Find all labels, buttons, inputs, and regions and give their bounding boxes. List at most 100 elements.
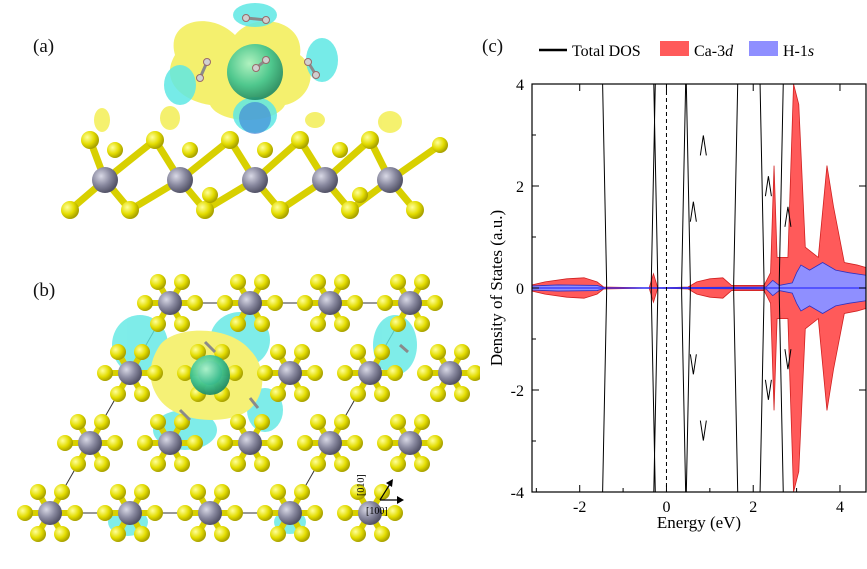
panel-label-c: (c) [482, 36, 504, 57]
sulfur-atom [254, 274, 270, 290]
metal-atom [318, 291, 342, 315]
x-tick-label: 2 [749, 499, 757, 516]
metal-atom [278, 501, 302, 525]
sulfur-atom [147, 505, 163, 521]
total-dos-line [759, 84, 765, 492]
sulfur-atom [217, 295, 233, 311]
sulfur-atom [174, 456, 190, 472]
sulfur-atom [347, 435, 363, 451]
metal-atom [398, 291, 422, 315]
y-tick-label: 4 [516, 77, 524, 94]
sulfur-atoms-side [61, 131, 448, 219]
direction-label-010: [010] [356, 474, 367, 496]
sulfur-atom [307, 505, 323, 521]
metal-atom [238, 431, 262, 455]
sulfur-atom [227, 505, 243, 521]
total-dos-peak [689, 201, 697, 375]
sulfur-atom [377, 435, 393, 451]
legend-label-h1s: H-1s [783, 43, 814, 60]
calcium-core [239, 102, 271, 134]
sulfur-atom [187, 435, 203, 451]
sulfur-atom [94, 414, 110, 430]
sulfur-atom [97, 505, 113, 521]
sulfur-atom [350, 484, 366, 500]
dos-chart: Total DOS Ca-3d H-1s -2 0 2 4 -4 -2 0 2 4 Energy… [487, 41, 867, 532]
sulfur-atom [390, 414, 406, 430]
metal-atom [158, 431, 182, 455]
y-tick-label: 2 [516, 179, 524, 196]
sulfur-atom [414, 414, 430, 430]
sulfur-atom [430, 386, 446, 402]
sulfur-atom [254, 316, 270, 332]
sulfur-atom [414, 456, 430, 472]
hydrogen-molecules-top [178, 340, 409, 422]
sulfur-atom [334, 414, 350, 430]
metal-atom [118, 501, 142, 525]
sulfur-atom [174, 274, 190, 290]
sulfur-atom [177, 505, 193, 521]
sulfur-atom [134, 526, 150, 542]
sulfur-atom [150, 414, 166, 430]
sulfur-atom [70, 414, 86, 430]
metal-atom [238, 291, 262, 315]
sulfur-atom [254, 456, 270, 472]
legend-swatch-h1s [749, 41, 778, 56]
metal-atom [358, 501, 382, 525]
sulfur-atom [294, 386, 310, 402]
sulfur-atom [270, 484, 286, 500]
sulfur-atom [134, 484, 150, 500]
sulfur-atom [257, 365, 273, 381]
sulfur-atom [267, 435, 283, 451]
sulfur-atom [297, 435, 313, 451]
metal-atom [198, 501, 222, 525]
sulfur-atom [254, 414, 270, 430]
sulfur-atom [137, 435, 153, 451]
sulfur-atom [334, 456, 350, 472]
total-dos-line [653, 84, 659, 492]
sulfur-atom [390, 274, 406, 290]
metal-atom [358, 361, 382, 385]
sulfur-atom [337, 365, 353, 381]
sulfur-atom [94, 456, 110, 472]
y-tick-label: -2 [511, 383, 524, 400]
metal-atoms-side [92, 167, 403, 193]
metal-atom [158, 291, 182, 315]
structure-top-view: [010] [100] [17, 274, 480, 542]
calcium-atom-top [190, 355, 230, 395]
sulfur-atom [230, 316, 246, 332]
total-dos-line [733, 84, 739, 492]
sulfur-atom [307, 365, 323, 381]
sulfur-atom [374, 386, 390, 402]
total-dos-line [650, 84, 656, 492]
sulfur-atom [150, 456, 166, 472]
sulfur-atom [230, 414, 246, 430]
sulfur-atom [347, 295, 363, 311]
sulfur-atom [267, 295, 283, 311]
sulfur-atom [110, 484, 126, 500]
panel-label-b: (b) [33, 280, 56, 301]
legend-label-ca3d: Ca-3d [694, 43, 734, 60]
sulfur-atom [230, 274, 246, 290]
sulfur-atom [134, 386, 150, 402]
sulfur-atom [350, 526, 366, 542]
total-dos-line [681, 84, 687, 492]
sulfur-atom [294, 344, 310, 360]
sulfur-atom [107, 435, 123, 451]
metal-atom [78, 431, 102, 455]
sulfur-atom [467, 365, 480, 381]
metal-atom [278, 361, 302, 385]
sulfur-atom [454, 344, 470, 360]
sulfur-atom [17, 505, 33, 521]
sulfur-atom [190, 484, 206, 500]
sulfur-atom [374, 526, 390, 542]
sulfur-atom [430, 344, 446, 360]
sulfur-atom [230, 456, 246, 472]
y-tick-label: 0 [516, 281, 524, 298]
sulfur-atom [270, 344, 286, 360]
sulfur-atom [310, 414, 326, 430]
sulfur-atom [427, 435, 443, 451]
x-axis-label: Energy (eV) [657, 513, 741, 532]
sulfur-atom [67, 505, 83, 521]
sulfur-atom [390, 316, 406, 332]
total-dos-line [778, 84, 784, 492]
